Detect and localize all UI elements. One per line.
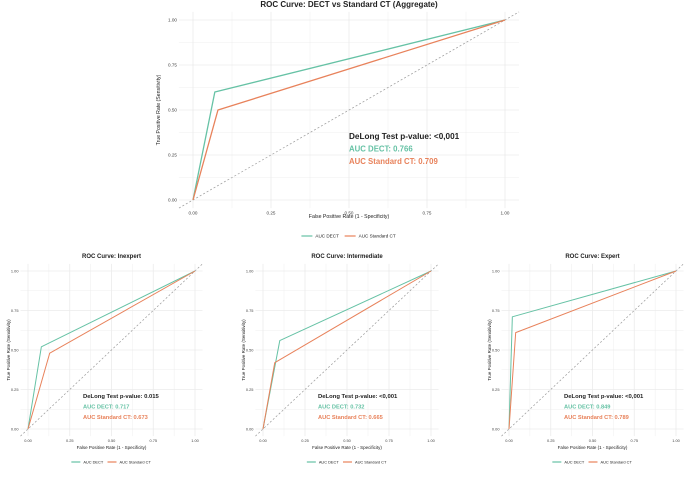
x-tick-label: 0.50 [108,438,116,443]
x-tick-label: 0.25 [267,211,276,216]
x-tick-label: 0.00 [259,438,267,443]
auc-standard-ct-annotation: AUC Standard CT: 0.665 [318,415,383,421]
roc-line-standard-ct [27,270,196,430]
y-tick-label: 0.50 [492,347,500,352]
auc-standard-ct-annotation: AUC Standard CT: 0.673 [83,415,148,421]
y-tick-label: 0.75 [246,308,254,313]
x-axis-label: False Positive Rate (1 - Specificity) [309,214,390,220]
y-tick-label: 0.00 [168,198,177,203]
legend-label: AUC Standard CT [355,459,387,464]
chart-panel-inexpert: 0.00 0.25 0.50 0.75 1.00 0.00 0.25 0.50 0.75 1.00… [6,254,203,464]
chart-title: ROC Curve: DECT vs Standard CT (Aggregat… [260,0,438,9]
y-tick-label: 0.00 [246,426,254,431]
roc-line-standard-ct [508,270,677,430]
x-axis-label: False Positive Rate (1 - Specificity) [77,445,147,450]
y-axis-label: True Positive Rate (Sensitivity) [156,74,162,145]
x-tick-label: 0.00 [505,438,513,443]
chart-panel-expert: 0.00 0.25 0.50 0.75 1.00 0.00 0.25 0.50 0.75 1.00… [487,254,684,464]
roc-line-dect [192,19,506,201]
chart-title: ROC Curve: Expert [565,254,619,260]
y-axis-label: True Positive Rate (Sensitivity) [487,319,492,381]
x-tick-label: 0.50 [589,438,597,443]
roc-line-standard-ct [262,270,432,430]
x-tick-label: 0.25 [66,438,74,443]
roc-line-dect [508,270,677,430]
y-tick-label: 1.00 [11,268,19,273]
x-tick-label: 0.50 [345,211,354,216]
y-tick-label: 0.75 [168,63,177,68]
y-tick-label: 0.00 [11,426,19,431]
legend-label: AUC Standard CT [119,459,151,464]
y-tick-label: 0.25 [11,387,19,392]
roc-line-standard-ct [192,19,506,201]
y-tick-label: 0.75 [11,308,19,313]
y-tick-label: 0.25 [492,387,500,392]
legend-label: AUC DECT [315,234,339,239]
auc-dect-annotation: AUC DECT: 0.732 [318,405,364,411]
x-axis-label: False Positive Rate (1 - Specificity) [558,445,628,450]
x-tick-label: 0.75 [385,438,393,443]
legend: AUC DECT AUC Standard CT [301,234,396,239]
x-tick-label: 0.00 [189,211,198,216]
x-tick-label: 0.75 [149,438,157,443]
legend-label: AUC DECT [564,459,585,464]
legend-label: AUC DECT [83,459,104,464]
x-tick-label: 0.25 [547,438,555,443]
auc-dect-annotation: AUC DECT: 0.766 [349,145,413,154]
legend-label: AUC Standard CT [600,459,632,464]
y-tick-label: 0.75 [492,308,500,313]
chart-title: ROC Curve: Intermediate [311,254,383,260]
reference-diagonal [255,263,439,437]
legend-label: AUC DECT [319,459,340,464]
auc-dect-annotation: AUC DECT: 0.849 [564,405,610,411]
y-tick-label: 1.00 [246,268,254,273]
legend: AUC DECT AUC Standard CT [306,459,387,464]
y-tick-label: 0.25 [246,387,254,392]
y-tick-label: 0.00 [492,426,500,431]
delong-pvalue-annotation: DeLong Test p-value: <0,001 [349,132,460,141]
delong-pvalue-annotation: DeLong Test p-value: <0,001 [318,394,398,400]
y-axis-label: True Positive Rate (Sensitivity) [6,319,11,381]
x-tick-label: 1.00 [672,438,680,443]
legend-label: AUC Standard CT [359,234,396,239]
delong-pvalue-annotation: DeLong Test p-value: 0.015 [83,394,160,400]
y-tick-label: 1.00 [492,268,500,273]
chart-panel-intermediate: 0.00 0.25 0.50 0.75 1.00 0.00 0.25 0.50 0.75 1.00… [241,254,439,464]
y-tick-label: 0.50 [11,347,19,352]
x-tick-label: 0.50 [343,438,351,443]
y-tick-label: 0.50 [168,108,177,113]
x-tick-label: 0.75 [630,438,638,443]
legend: AUC DECT AUC Standard CT [71,459,151,464]
x-tick-label: 0.75 [423,211,432,216]
auc-dect-annotation: AUC DECT: 0.717 [83,405,129,411]
delong-pvalue-annotation: DeLong Test p-value: <0,001 [564,394,644,400]
x-tick-label: 1.00 [501,211,510,216]
reference-diagonal [178,11,520,209]
reference-diagonal [501,263,684,437]
x-tick-label: 1.00 [427,438,435,443]
x-tick-label: 1.00 [191,438,199,443]
y-tick-label: 0.25 [168,153,177,158]
reference-diagonal [20,263,203,437]
y-axis-label: True Positive Rate (Sensitivity) [241,319,246,381]
x-tick-label: 0.00 [24,438,32,443]
auc-standard-ct-annotation: AUC Standard CT: 0.789 [564,415,629,421]
x-axis-label: False Positive Rate (1 - Specificity) [312,445,382,450]
legend: AUC DECT AUC Standard CT [552,459,632,464]
y-tick-label: 0.50 [246,347,254,352]
y-tick-label: 1.00 [168,18,177,23]
chart-panel-aggregate: 0.00 0.25 0.50 0.75 1.00 0.00 0.25 0.50 0.75 1.00… [156,0,520,239]
chart-title: ROC Curve: Inexpert [82,254,141,260]
auc-standard-ct-annotation: AUC Standard CT: 0.709 [349,157,438,166]
roc-line-dect [27,270,196,430]
x-tick-label: 0.25 [301,438,309,443]
